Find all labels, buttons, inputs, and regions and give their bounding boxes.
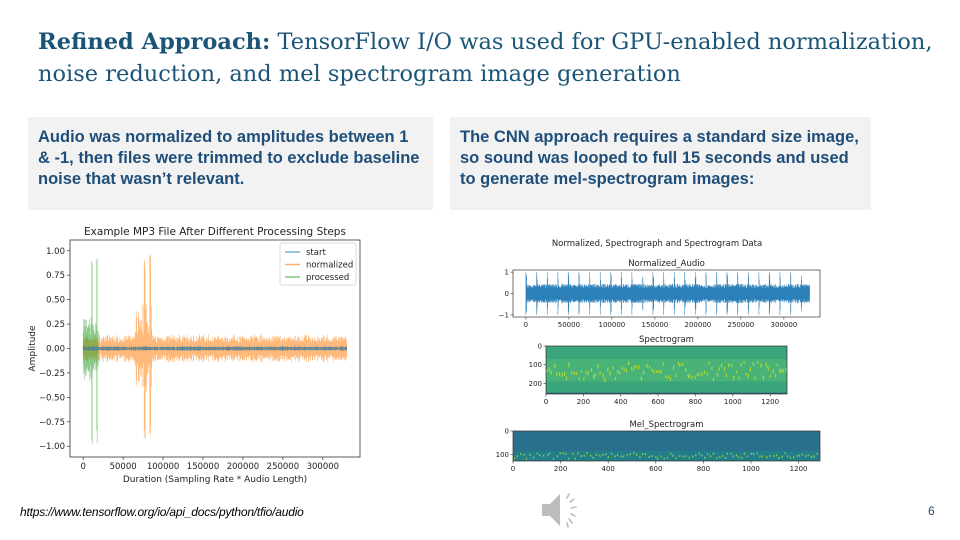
x-tick-label: 150000 (187, 462, 219, 472)
y-tick-label: −1 (499, 311, 509, 319)
x-tick-label: 800 (689, 398, 702, 406)
heatmap-features (546, 360, 787, 383)
legend-label-normalized: normalized (306, 261, 353, 271)
normalization-callout: Audio was normalized to amplitudes betwe… (28, 117, 433, 210)
y-tick-label: 1 (505, 269, 509, 277)
x-tick-label: 200 (554, 465, 567, 473)
x-tick-label: 50000 (110, 462, 137, 472)
x-tick-label: 100000 (599, 321, 626, 329)
source-link[interactable]: https://www.tensorflow.org/io/api_docs/p… (20, 505, 304, 519)
x-tick-label: 1000 (724, 398, 742, 406)
x-tick-label: 300000 (307, 462, 339, 472)
x-tick-label: 0 (511, 465, 515, 473)
x-tick-label: 250000 (267, 462, 299, 472)
y-tick-label: 0 (505, 290, 509, 298)
y-tick-label: 0.75 (46, 271, 65, 281)
y-tick-label: −0.25 (39, 369, 65, 379)
x-tick-label: 150000 (642, 321, 669, 329)
page-number: 6 (928, 504, 935, 518)
heatmap-band (513, 450, 820, 461)
x-tick-label: 600 (651, 398, 664, 406)
x-tick-label: 400 (602, 465, 615, 473)
figure-suptitle: Normalized, Spectrograph and Spectrogram… (552, 239, 762, 249)
panel-title-spectrogram: Spectrogram (639, 335, 694, 345)
x-tick-label: 400 (614, 398, 627, 406)
x-tick-label: 0 (524, 321, 528, 329)
x-axis-label: Duration (Sampling Rate * Audio Length) (123, 475, 307, 485)
heatmap-features (513, 451, 818, 460)
y-tick-label: −1.00 (39, 442, 65, 452)
speaker-icon[interactable] (540, 490, 584, 530)
y-tick-label: 0 (505, 428, 509, 436)
series-normalized-audio (525, 272, 810, 315)
y-tick-label: 1.00 (46, 247, 65, 257)
y-tick-label: −0.75 (39, 418, 65, 428)
x-tick-label: 1200 (790, 465, 808, 473)
y-tick-label: 100 (529, 361, 542, 369)
panel-frame (545, 345, 788, 395)
series-processed (82, 258, 99, 445)
processing-steps-chart: Example MP3 File After Different Process… (28, 226, 361, 485)
y-tick-label: −0.50 (39, 393, 65, 403)
legend-label-start: start (306, 248, 326, 258)
x-tick-label: 200000 (227, 462, 259, 472)
panel-frame (512, 430, 821, 462)
x-tick-label: 250000 (728, 321, 755, 329)
slide-title-bold: Refined Approach: (38, 29, 271, 55)
panel-title-mel_spectrogram: Mel_Spectrogram (629, 420, 703, 430)
spectrogram-figure: Normalized, Spectrograph and Spectrogram… (496, 239, 821, 473)
x-tick-label: 1000 (742, 465, 760, 473)
y-tick-label: 200 (529, 380, 542, 388)
chart-title: Example MP3 File After Different Process… (84, 226, 346, 238)
y-tick-label: 0.50 (46, 296, 65, 306)
slide-title-rest: TensorFlow I/O was used for GPU-enabled … (38, 29, 933, 87)
y-tick-label: 0 (538, 343, 542, 351)
y-axis-label: Amplitude (28, 325, 38, 372)
x-tick-label: 0 (80, 462, 85, 472)
x-tick-label: 100000 (147, 462, 179, 472)
x-tick-label: 600 (649, 465, 662, 473)
slide-title: Refined Approach: TensorFlow I/O was use… (38, 26, 938, 90)
legend-box (279, 242, 357, 286)
legend-label-processed: processed (306, 273, 349, 283)
x-tick-label: 200000 (685, 321, 712, 329)
y-tick-label: 100 (496, 451, 509, 459)
x-tick-label: 0 (544, 398, 548, 406)
x-tick-label: 50000 (558, 321, 580, 329)
x-tick-label: 300000 (771, 321, 798, 329)
x-tick-label: 800 (697, 465, 710, 473)
cnn-callout: The CNN approach requires a standard siz… (450, 117, 871, 210)
panel-title-normalized_audio: Normalized_Audio (628, 259, 705, 269)
y-tick-label: 0.25 (46, 320, 65, 330)
x-tick-label: 1200 (761, 398, 779, 406)
y-tick-label: 0.00 (46, 345, 65, 355)
x-tick-label: 200 (577, 398, 590, 406)
heatmap-bottom-band (546, 392, 787, 394)
